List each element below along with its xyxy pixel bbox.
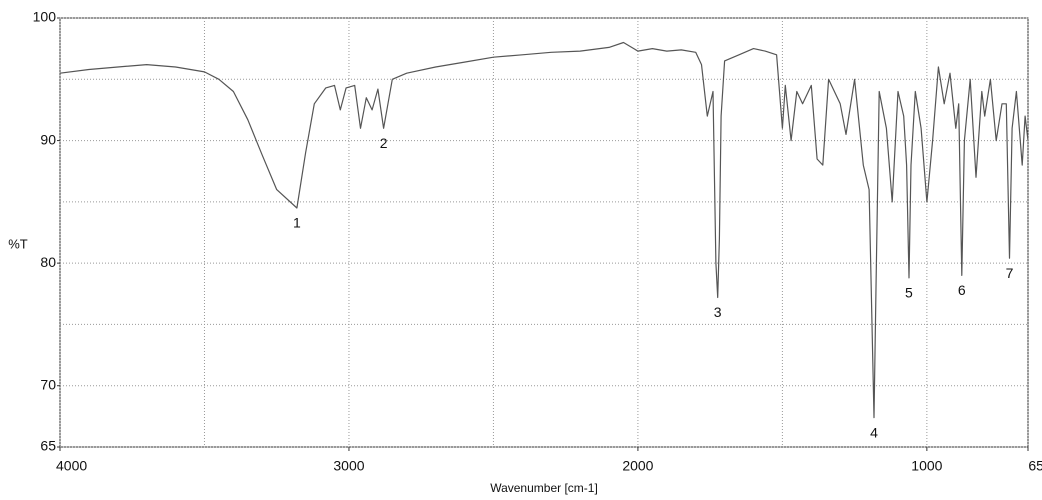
- peak-label: 1: [293, 215, 301, 231]
- x-tick-label: 2000: [622, 458, 653, 474]
- y-tick-label: 65: [40, 438, 56, 454]
- x-tick-label: 3000: [333, 458, 364, 474]
- y-tick-label: 70: [40, 376, 56, 392]
- y-tick-label: 80: [40, 254, 56, 270]
- x-axis-label: Wavenumber [cm-1]: [490, 481, 598, 495]
- peak-label: 3: [714, 304, 722, 320]
- y-tick-label: 100: [33, 9, 57, 25]
- peak-label: 4: [870, 424, 878, 440]
- peak-label: 2: [380, 135, 388, 151]
- x-tick-label: 4000: [56, 458, 87, 474]
- peak-label: 7: [1006, 265, 1014, 281]
- peak-label: 6: [958, 282, 966, 298]
- plot-frame: [59, 17, 1029, 448]
- x-tick-label: 1000: [911, 458, 942, 474]
- x-tick-label: 650: [1028, 458, 1042, 474]
- y-axis-label: %T: [8, 236, 28, 251]
- y-tick-label: 90: [40, 131, 56, 147]
- spectrum-line: [59, 41, 1029, 419]
- peak-label: 5: [905, 285, 913, 301]
